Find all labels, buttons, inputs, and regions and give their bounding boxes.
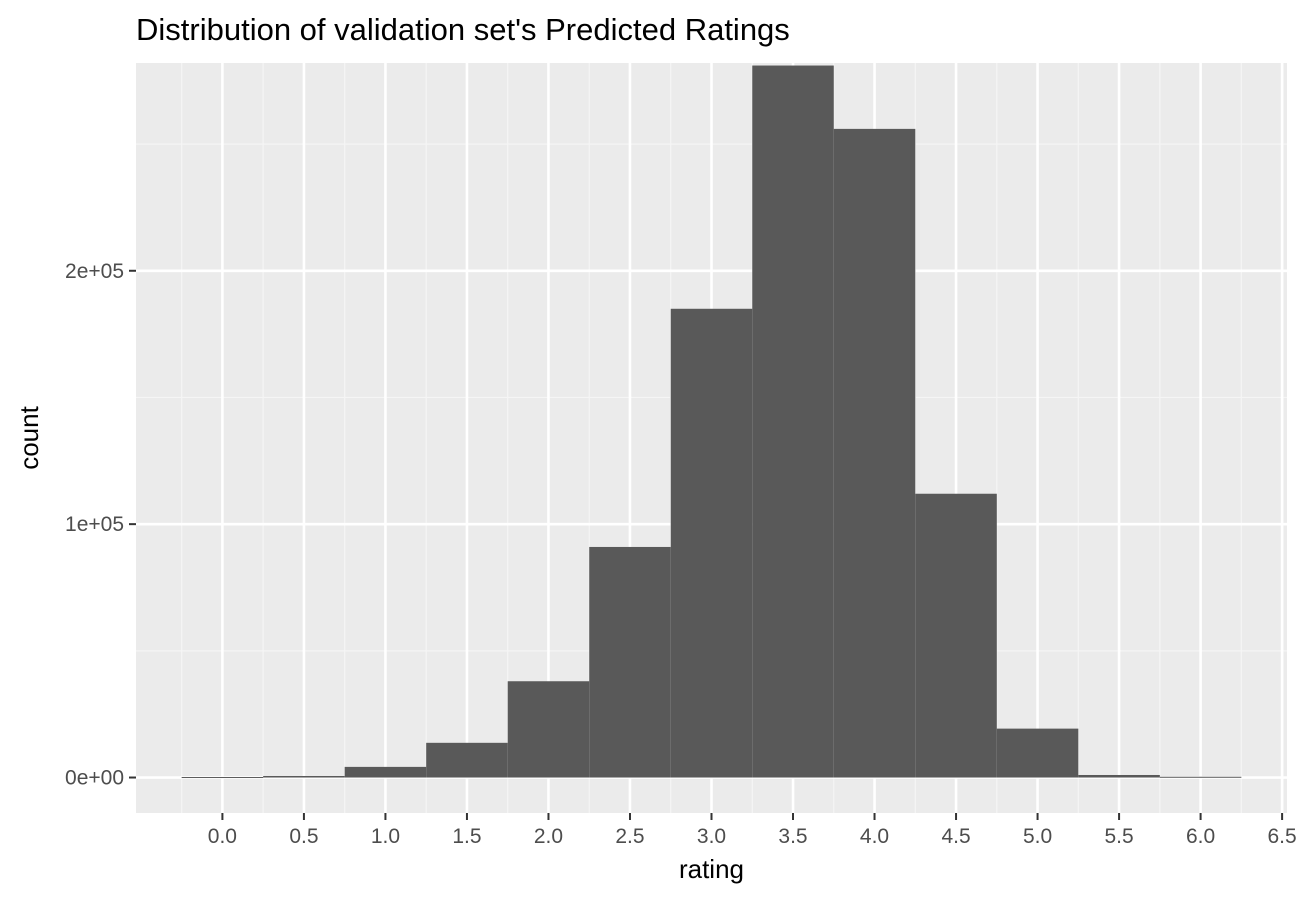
histogram-bar — [752, 65, 834, 778]
x-tick-label: 1.5 — [452, 825, 481, 848]
histogram-bar — [670, 308, 753, 778]
x-axis-title: rating — [679, 854, 744, 884]
x-tick-label: 1.0 — [371, 825, 400, 848]
bars — [181, 65, 1242, 779]
histogram-bar — [833, 128, 916, 778]
x-tick-label: 0.5 — [289, 825, 318, 848]
x-tick-label: 3.0 — [697, 825, 726, 848]
x-tick-label: 4.0 — [860, 825, 889, 848]
x-tick-label: 0.0 — [208, 825, 237, 848]
histogram-bar — [589, 546, 671, 778]
histogram-bar — [263, 776, 345, 778]
x-tick-label: 5.5 — [1104, 825, 1133, 848]
x-tick-label: 3.5 — [778, 825, 807, 848]
y-tick-label: 2e+05 — [65, 260, 124, 283]
histogram-bar — [344, 766, 427, 778]
chart-title: Distribution of validation set's Predict… — [136, 12, 790, 47]
x-tick-label: 2.0 — [534, 825, 563, 848]
histogram-bar — [915, 493, 997, 778]
y-tick-label: 1e+05 — [65, 513, 124, 536]
histogram-bar — [996, 728, 1079, 778]
x-axis: 0.0 0.5 1.0 1.5 2.0 2.5 3.0 3.5 4.0 4.5 5.0 5.5 6.0 6… — [208, 813, 1297, 848]
x-tick-label: 5.0 — [1023, 825, 1052, 848]
x-tick-label: 6.5 — [1268, 825, 1297, 848]
x-tick-label: 4.5 — [941, 825, 970, 848]
histogram-bar — [426, 742, 508, 778]
y-axis: 0e+00 1e+05 2e+05 — [65, 260, 136, 790]
y-axis-title: count — [14, 405, 44, 469]
y-tick-label: 0e+00 — [65, 767, 124, 790]
x-tick-label: 2.5 — [615, 825, 644, 848]
x-tick-label: 6.0 — [1186, 825, 1215, 848]
histogram-bar — [181, 777, 264, 779]
histogram-bar — [1078, 774, 1160, 778]
histogram-bar — [507, 681, 590, 778]
histogram-bar — [1159, 776, 1242, 778]
